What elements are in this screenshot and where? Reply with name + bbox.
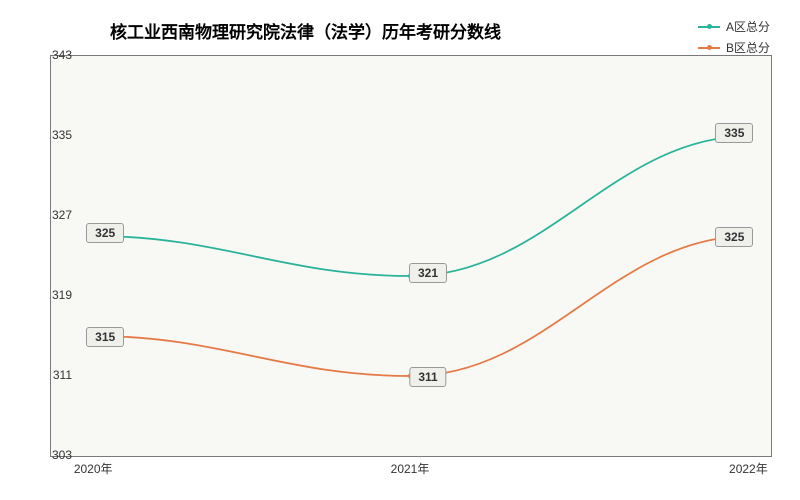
data-label: 311 bbox=[409, 367, 446, 387]
plot-svg bbox=[51, 56, 771, 456]
data-label: 335 bbox=[715, 123, 753, 143]
data-label: 325 bbox=[715, 227, 753, 247]
y-tick-label: 319 bbox=[52, 288, 72, 302]
legend-swatch-a bbox=[698, 26, 720, 28]
series-line bbox=[94, 236, 749, 376]
data-label: 325 bbox=[86, 223, 124, 243]
legend-item-a: A区总分 bbox=[698, 18, 770, 35]
x-tick-label: 2022年 bbox=[729, 460, 768, 477]
y-tick-label: 335 bbox=[52, 128, 72, 142]
y-tick-label: 303 bbox=[52, 448, 72, 462]
chart-container: 核工业西南物理研究院法律（法学）历年考研分数线 A区总分 B区总分 303 311… bbox=[0, 0, 800, 500]
x-tick-label: 2021年 bbox=[391, 460, 430, 477]
data-label: 315 bbox=[86, 327, 124, 347]
series-line bbox=[94, 136, 749, 276]
y-tick-label: 343 bbox=[52, 48, 72, 62]
legend-label-b: B区总分 bbox=[726, 39, 770, 56]
y-tick-label: 311 bbox=[53, 368, 72, 382]
legend: A区总分 B区总分 bbox=[698, 18, 770, 60]
legend-item-b: B区总分 bbox=[698, 39, 770, 56]
y-tick-label: 327 bbox=[52, 208, 72, 222]
legend-label-a: A区总分 bbox=[726, 18, 770, 35]
plot-area bbox=[50, 55, 772, 457]
data-label: 321 bbox=[409, 263, 447, 283]
x-tick-label: 2020年 bbox=[74, 460, 113, 477]
chart-title: 核工业西南物理研究院法律（法学）历年考研分数线 bbox=[110, 18, 501, 43]
legend-swatch-b bbox=[698, 47, 720, 49]
